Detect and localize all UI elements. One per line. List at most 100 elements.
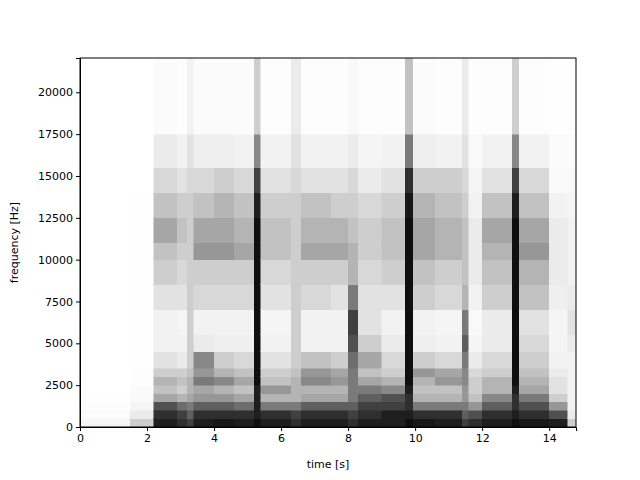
cell [214, 260, 234, 285]
cell [187, 168, 194, 193]
cell [482, 368, 512, 376]
cell [413, 58, 435, 134]
cell [435, 168, 462, 193]
cell [512, 168, 519, 193]
y-tick-mark [76, 134, 80, 135]
cell [177, 285, 187, 310]
cell [187, 260, 194, 285]
cell [261, 394, 291, 402]
cell [519, 402, 549, 410]
cell [482, 410, 512, 418]
y-tick-mark [76, 218, 80, 219]
cell [291, 285, 301, 310]
cell [254, 335, 261, 352]
cell [331, 394, 348, 402]
x-tick-label: 2 [144, 432, 151, 445]
cell [177, 402, 187, 410]
cell [568, 377, 576, 385]
cell [413, 419, 435, 427]
cell [80, 260, 130, 285]
y-tick-mark [76, 260, 80, 261]
cell [348, 419, 358, 427]
cell [413, 285, 435, 310]
cell [512, 402, 519, 410]
cell [331, 193, 348, 218]
cell [331, 285, 348, 310]
cell [435, 385, 462, 393]
cell [301, 260, 331, 285]
y-tick-mark [76, 343, 80, 344]
cell [382, 419, 405, 427]
cell [469, 285, 482, 310]
cell [413, 193, 435, 218]
cell [80, 368, 130, 376]
cell [358, 285, 381, 310]
cell [435, 310, 462, 335]
y-tick-label: 10000 [38, 254, 73, 267]
cell [519, 260, 549, 285]
cell [435, 402, 462, 410]
cell [482, 134, 512, 167]
cell [382, 58, 405, 134]
cell [348, 243, 358, 260]
cell [462, 168, 469, 193]
cell [80, 419, 130, 427]
cell [568, 394, 576, 402]
cell [482, 260, 512, 285]
y-tick-label: 12500 [38, 212, 73, 225]
cell [234, 394, 254, 402]
cell [80, 58, 130, 134]
cell [177, 410, 187, 418]
cell [348, 385, 358, 393]
cell [331, 385, 348, 393]
cell [382, 368, 405, 376]
x-tick: 0 [77, 427, 84, 445]
cell [348, 352, 358, 369]
cell [512, 134, 519, 167]
cell [261, 368, 291, 376]
cell [512, 352, 519, 369]
cell [382, 310, 405, 335]
cell [130, 385, 153, 393]
cell [177, 368, 187, 376]
cell [291, 410, 301, 418]
cell [291, 368, 301, 376]
cell [261, 419, 291, 427]
cell [358, 394, 381, 402]
cell [435, 394, 462, 402]
cell [519, 410, 549, 418]
cell [405, 335, 413, 352]
cell [469, 310, 482, 335]
cell [405, 285, 413, 310]
cell [234, 285, 254, 310]
cell [80, 218, 130, 243]
cell [214, 335, 234, 352]
cell [187, 419, 194, 427]
cell [512, 58, 519, 134]
cell [187, 377, 194, 385]
cell [568, 419, 576, 427]
plot: 0246810121402500500075001000012500150001… [38, 58, 577, 445]
cell [154, 134, 177, 167]
cell [130, 218, 153, 243]
cell [348, 134, 358, 167]
cell [130, 58, 153, 134]
cell [512, 410, 519, 418]
cell [382, 193, 405, 218]
cell [568, 352, 576, 369]
cell [261, 377, 291, 385]
cell [405, 385, 413, 393]
cell [214, 377, 234, 385]
cell [214, 168, 234, 193]
cell [301, 134, 331, 167]
cell [80, 193, 130, 218]
cell [568, 193, 576, 218]
x-tick-label: 6 [278, 432, 285, 445]
cell [405, 260, 413, 285]
y-tick-mark [76, 301, 80, 302]
y-tick-mark [76, 427, 80, 428]
cell [254, 218, 261, 243]
cell [154, 58, 177, 134]
y-tick: 0 [66, 421, 80, 434]
cell [154, 377, 177, 385]
